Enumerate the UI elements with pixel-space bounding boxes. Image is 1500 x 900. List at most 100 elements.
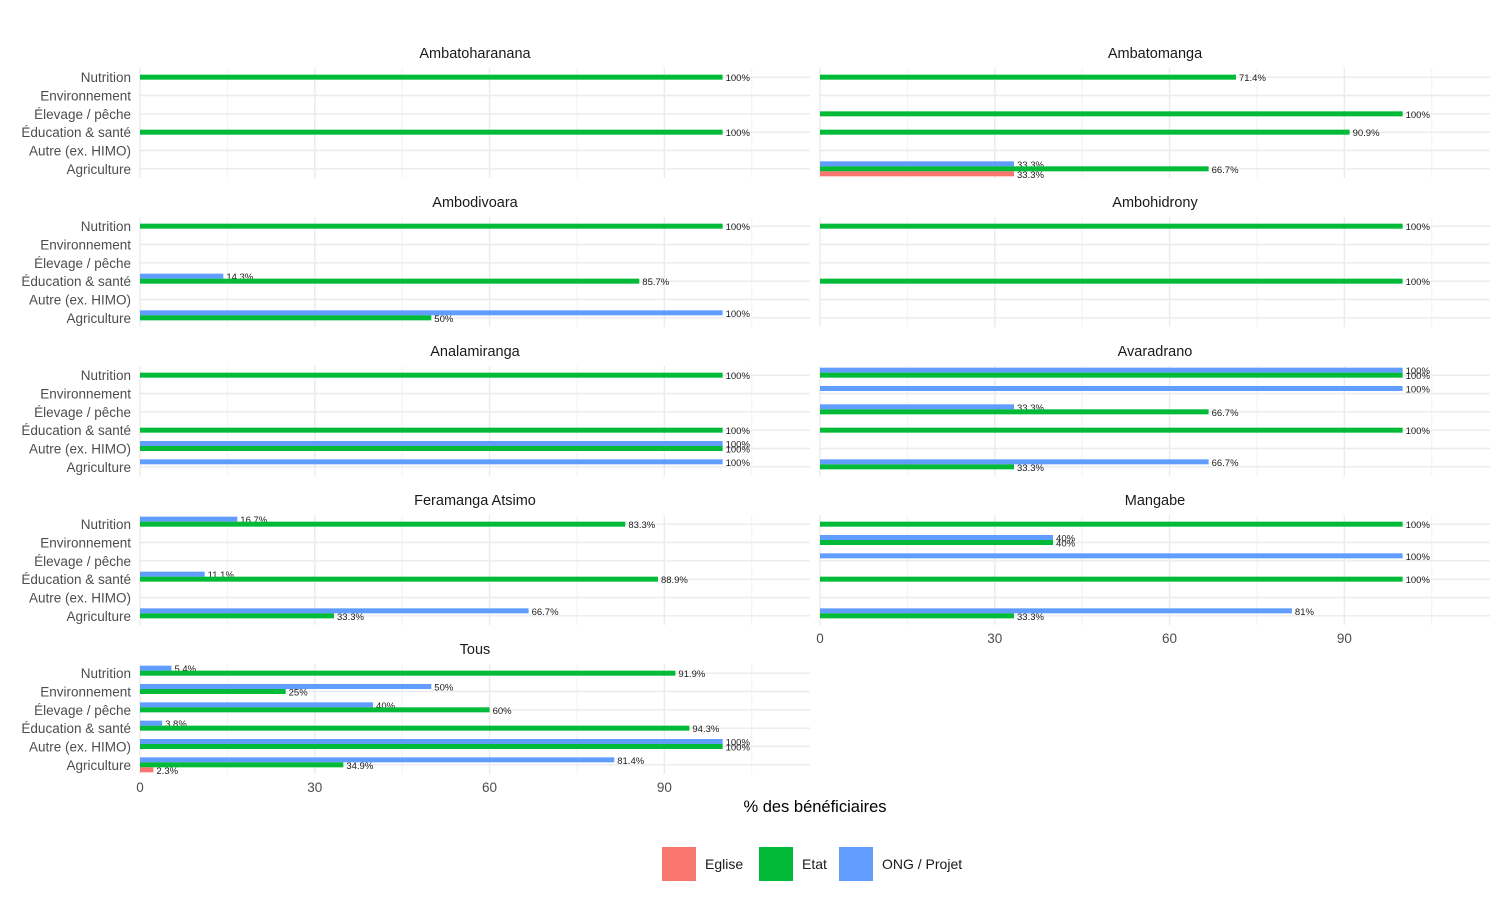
bar-etat	[820, 74, 1236, 80]
bar-etat	[140, 223, 723, 229]
panel-title: Ambatomanga	[1108, 46, 1203, 62]
panel-title: Ambodivoara	[432, 195, 518, 211]
x-tick-label: 60	[1162, 631, 1177, 646]
data-label: 100%	[726, 309, 751, 320]
legend-label-eglise: Eglise	[705, 856, 743, 872]
y-tick-label: Nutrition	[81, 666, 131, 681]
bar-ong	[140, 757, 615, 763]
y-tick-label: Autre (ex. HIMO)	[29, 591, 131, 606]
y-tick-label: Nutrition	[81, 219, 131, 234]
x-tick-label: 30	[307, 780, 322, 795]
bar-etat	[820, 613, 1015, 619]
y-tick-label: Nutrition	[81, 70, 131, 85]
data-label: 100%	[1406, 426, 1431, 437]
x-axis-title: % des bénéficiaires	[743, 798, 886, 816]
data-label: 60%	[493, 706, 513, 717]
bar-etat	[820, 576, 1403, 582]
x-tick-label: 30	[987, 631, 1002, 646]
data-label: 2.3%	[156, 766, 178, 777]
bar-etat	[820, 409, 1209, 415]
data-label: 11.1%	[208, 570, 235, 581]
data-label: 100%	[1406, 366, 1431, 377]
x-tick-label: 0	[136, 780, 144, 795]
data-label: 66.7%	[1212, 458, 1239, 469]
bar-ong	[140, 665, 172, 671]
data-label: 100%	[726, 458, 751, 469]
data-label: 85.7%	[642, 277, 669, 288]
legend-swatch-eglise	[662, 847, 696, 881]
data-label: 81.4%	[617, 756, 644, 767]
y-tick-label: Environnement	[40, 536, 131, 551]
bar-etat	[140, 707, 490, 713]
data-label: 100%	[1406, 277, 1431, 288]
bar-ong	[140, 702, 374, 708]
x-tick-label: 0	[816, 631, 824, 646]
y-tick-label: Élevage / pêche	[34, 107, 131, 122]
y-tick-label: Autre (ex. HIMO)	[29, 442, 131, 457]
bar-eglise	[140, 767, 154, 773]
data-label: 66.7%	[1212, 408, 1239, 419]
data-label: 14.3%	[226, 272, 253, 283]
bar-etat	[820, 427, 1403, 433]
y-tick-label: Élevage / pêche	[34, 554, 131, 569]
legend-swatch-ong	[839, 847, 873, 881]
data-label: 100%	[1406, 222, 1431, 233]
y-tick-label: Environnement	[40, 685, 131, 700]
bar-etat	[140, 129, 723, 135]
panel-title: Mangabe	[1125, 493, 1185, 509]
data-label: 5.4%	[174, 664, 196, 675]
bar-ong	[820, 367, 1403, 373]
panel-title: Ambatoharanana	[419, 46, 531, 62]
bar-ong	[140, 273, 224, 279]
y-tick-label: Agriculture	[66, 162, 131, 177]
bar-ong	[140, 516, 238, 522]
data-label: 100%	[726, 371, 751, 382]
bar-ong	[820, 161, 1015, 167]
y-tick-label: Éducation & santé	[21, 572, 131, 587]
data-label: 34.9%	[346, 761, 373, 772]
bar-ong	[140, 571, 205, 577]
data-label: 100%	[726, 743, 751, 754]
data-label: 66.7%	[532, 607, 559, 618]
data-label: 71.4%	[1239, 73, 1266, 84]
legend-swatch-etat	[759, 847, 793, 881]
bar-etat	[820, 223, 1403, 229]
data-label: 33.3%	[1017, 403, 1044, 414]
data-label: 66.7%	[1212, 165, 1239, 176]
data-label: 33.3%	[337, 612, 364, 623]
panel-title: Feramanga Atsimo	[414, 493, 536, 509]
y-tick-label: Autre (ex. HIMO)	[29, 740, 131, 755]
bar-etat	[820, 278, 1403, 284]
y-tick-label: Élevage / pêche	[34, 405, 131, 420]
y-tick-label: Agriculture	[66, 311, 131, 326]
data-label: 16.7%	[240, 515, 267, 526]
x-tick-label: 90	[1337, 631, 1352, 646]
y-tick-label: Autre (ex. HIMO)	[29, 144, 131, 159]
bar-ong	[140, 459, 723, 465]
data-label: 90.9%	[1353, 128, 1380, 139]
bar-etat	[820, 166, 1209, 172]
bar-etat	[140, 446, 723, 451]
data-label: 100%	[1406, 552, 1431, 563]
y-tick-label: Agriculture	[66, 460, 131, 475]
data-label: 100%	[726, 445, 751, 456]
data-label: 33.3%	[1017, 463, 1044, 474]
data-label: 94.3%	[692, 724, 719, 735]
bar-etat	[820, 464, 1015, 470]
bar-etat	[140, 372, 723, 378]
panel-title: Tous	[460, 642, 491, 658]
bar-etat	[820, 111, 1403, 117]
y-tick-label: Autre (ex. HIMO)	[29, 293, 131, 308]
y-tick-label: Agriculture	[66, 758, 131, 773]
bar-ong	[820, 553, 1403, 559]
y-tick-label: Nutrition	[81, 517, 131, 532]
data-label: 100%	[1406, 575, 1431, 586]
data-label: 100%	[726, 73, 751, 84]
y-tick-label: Nutrition	[81, 368, 131, 383]
data-label: 100%	[726, 440, 751, 451]
legend-label-etat: Etat	[802, 856, 827, 872]
data-label: 83.3%	[628, 520, 655, 531]
panel-title: Analamiranga	[430, 344, 520, 360]
bar-etat	[140, 427, 723, 433]
